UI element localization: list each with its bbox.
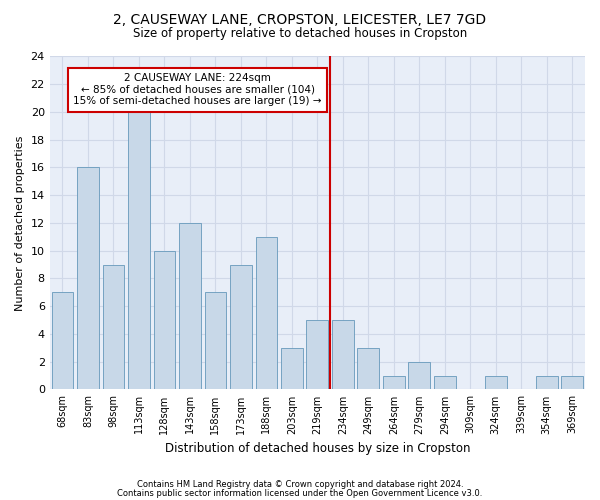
Bar bbox=[409, 362, 430, 390]
Bar bbox=[562, 376, 583, 390]
Bar bbox=[154, 250, 175, 390]
Bar bbox=[77, 168, 99, 390]
Bar bbox=[230, 264, 251, 390]
Bar bbox=[179, 223, 201, 390]
Bar bbox=[434, 376, 455, 390]
Bar bbox=[383, 376, 404, 390]
Bar bbox=[281, 348, 302, 390]
Text: Contains HM Land Registry data © Crown copyright and database right 2024.: Contains HM Land Registry data © Crown c… bbox=[137, 480, 463, 489]
Bar bbox=[307, 320, 328, 390]
Text: 2 CAUSEWAY LANE: 224sqm
← 85% of detached houses are smaller (104)
15% of semi-d: 2 CAUSEWAY LANE: 224sqm ← 85% of detache… bbox=[73, 73, 322, 106]
Bar bbox=[256, 237, 277, 390]
Bar bbox=[358, 348, 379, 390]
Text: Size of property relative to detached houses in Cropston: Size of property relative to detached ho… bbox=[133, 28, 467, 40]
Bar bbox=[536, 376, 557, 390]
Y-axis label: Number of detached properties: Number of detached properties bbox=[15, 136, 25, 310]
Text: Contains public sector information licensed under the Open Government Licence v3: Contains public sector information licen… bbox=[118, 488, 482, 498]
Bar bbox=[205, 292, 226, 390]
Bar bbox=[103, 264, 124, 390]
Bar bbox=[128, 112, 150, 390]
Text: 2, CAUSEWAY LANE, CROPSTON, LEICESTER, LE7 7GD: 2, CAUSEWAY LANE, CROPSTON, LEICESTER, L… bbox=[113, 12, 487, 26]
Bar bbox=[332, 320, 353, 390]
Bar bbox=[485, 376, 506, 390]
X-axis label: Distribution of detached houses by size in Cropston: Distribution of detached houses by size … bbox=[164, 442, 470, 455]
Bar bbox=[52, 292, 73, 390]
